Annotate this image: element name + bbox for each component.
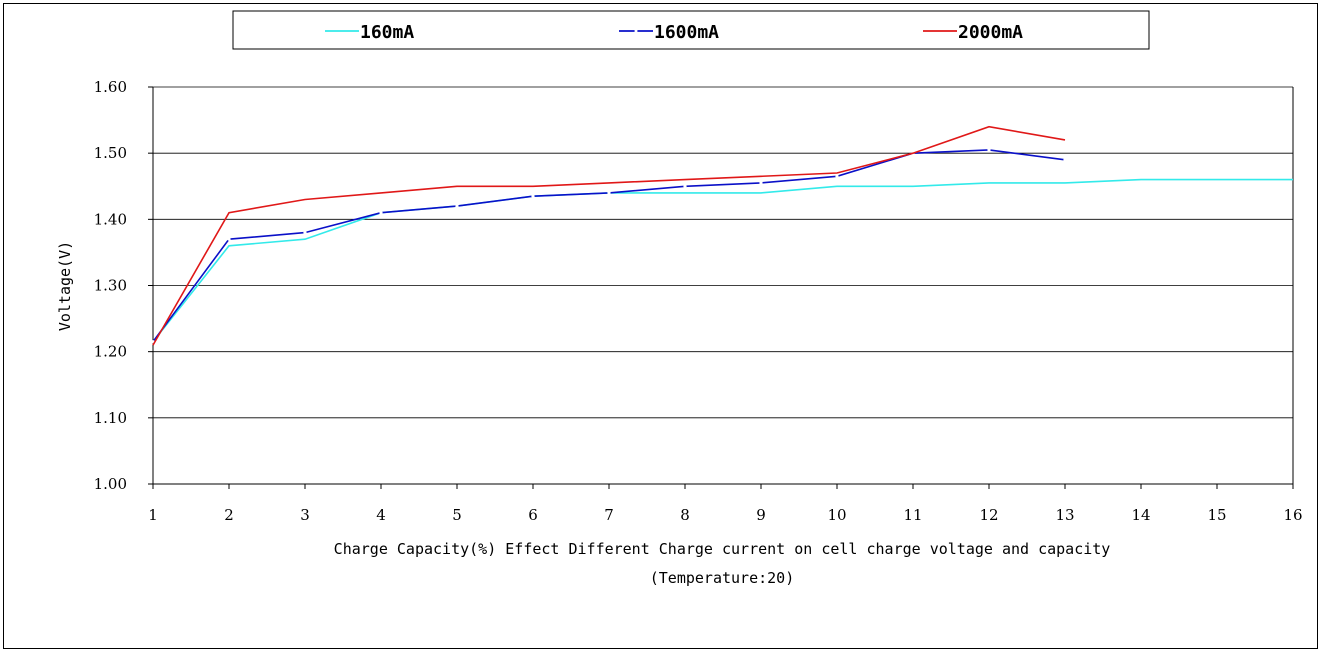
y-axis-label: Voltage(V): [56, 241, 74, 331]
y-tick-label: 1.30: [94, 277, 127, 295]
y-tick-label: 1.60: [94, 78, 127, 96]
x-tick-label: 15: [1207, 506, 1226, 524]
legend: 160mA 1600mA 2000mA: [232, 10, 1150, 50]
x-tick-label: 2: [224, 506, 234, 524]
x-tick-label: 6: [528, 506, 538, 524]
data-point: [379, 211, 383, 215]
x-tick-label: 3: [300, 506, 310, 524]
x-tick-label: 7: [604, 506, 614, 524]
legend-box: [232, 10, 1150, 50]
x-tick-label: 5: [452, 506, 462, 524]
y-tick-label: 1.20: [94, 343, 127, 361]
data-point: [455, 204, 459, 208]
data-point: [683, 184, 687, 188]
legend-label: 2000mA: [958, 22, 1023, 43]
plot-area: 1.001.101.201.301.401.501.60 1 2 3 4 5 6 7 8 9 10…: [94, 78, 1303, 524]
legend-label: 160mA: [360, 22, 414, 43]
data-point: [1063, 158, 1067, 162]
data-point: [759, 181, 763, 185]
data-point: [227, 237, 231, 241]
y-tick-label: 1.00: [94, 475, 127, 493]
x-tick-label: 1: [148, 506, 158, 524]
data-point: [531, 194, 535, 198]
x-tick-label: 11: [903, 506, 922, 524]
y-tick-label: 1.50: [94, 144, 127, 162]
x-tick-label: 16: [1283, 506, 1302, 524]
y-tick-label: 1.40: [94, 210, 127, 228]
x-tick-label: 9: [756, 506, 766, 524]
series-line-2000mA: [152, 125, 1066, 346]
data-point: [835, 174, 839, 178]
legend-label: 1600mA: [654, 22, 719, 43]
y-tick-label: 1.10: [94, 409, 127, 427]
x-axis-label-line2: (Temperature:20): [650, 569, 795, 587]
data-point: [303, 230, 307, 235]
legend-marker: [634, 29, 638, 33]
x-tick-label: 8: [680, 506, 690, 524]
x-tick-label: 13: [1055, 506, 1074, 524]
data-point: [987, 148, 991, 152]
chart-frame: [3, 3, 1318, 649]
x-tick-label: 12: [979, 506, 998, 524]
x-tick-label: 10: [827, 506, 846, 524]
data-point: [607, 191, 611, 195]
series-line-1600mA: [152, 149, 1066, 343]
x-tick-label: 4: [376, 506, 386, 524]
x-tick-label: 14: [1131, 506, 1150, 524]
x-axis-label: Charge Capacity(%) Effect Different Char…: [334, 540, 1111, 558]
series-line-160mA: [152, 178, 1293, 343]
